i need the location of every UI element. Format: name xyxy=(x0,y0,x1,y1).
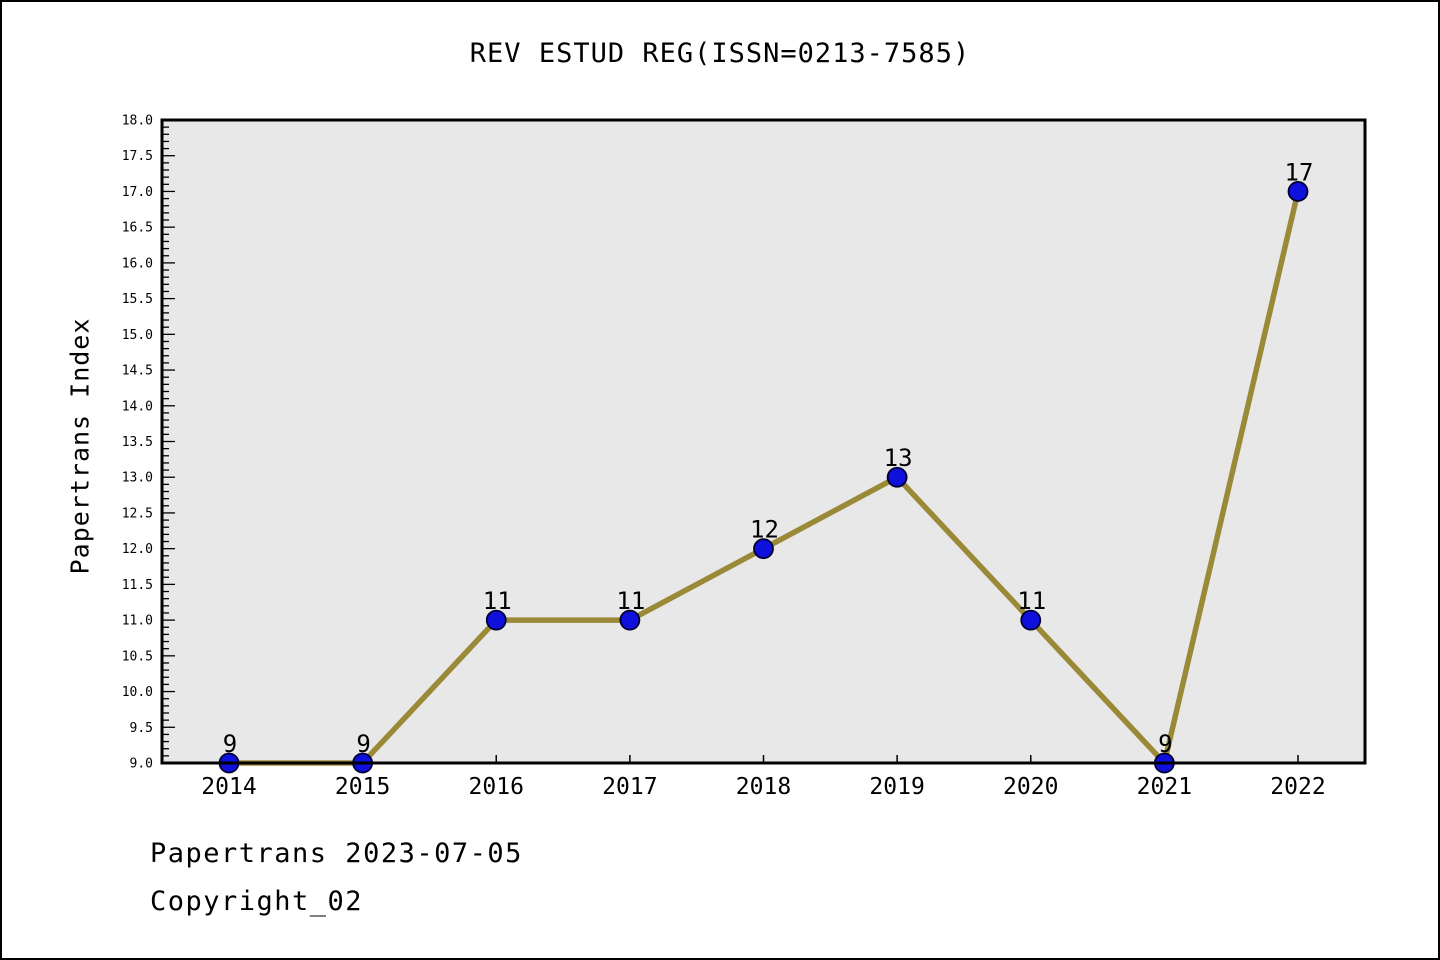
x-tick-label: 2017 xyxy=(602,774,657,800)
y-tick-label: 10.0 xyxy=(122,685,153,700)
y-tick-label: 10.5 xyxy=(122,649,153,664)
x-tick-label: 2014 xyxy=(201,774,256,800)
y-tick-label: 15.5 xyxy=(122,292,153,307)
y-tick-label: 13.0 xyxy=(122,471,153,486)
x-tick-label: 2019 xyxy=(869,774,924,800)
data-point xyxy=(1287,181,1309,202)
data-point-label: 9 xyxy=(223,730,237,758)
line-chart: 9.0 9.5 10.0 10.5 11.0 11.5 12.0 12.5 13.0 13.5 14… xyxy=(122,114,1367,800)
y-tick-label: 16.5 xyxy=(122,221,153,236)
y-tick-label: 14.5 xyxy=(122,364,153,379)
y-tick-label: 11.5 xyxy=(122,578,153,593)
plot-background xyxy=(162,120,1365,763)
data-point-label: 11 xyxy=(1017,587,1046,615)
data-point-label: 9 xyxy=(1158,730,1172,758)
plot-frame xyxy=(160,118,1367,765)
data-point xyxy=(619,609,641,631)
y-axis-title: Papertrans Index xyxy=(65,317,95,575)
y-tick-label: 17.0 xyxy=(122,185,153,200)
y-tick-label: 14.0 xyxy=(122,399,153,414)
data-point xyxy=(886,466,908,488)
y-tick-label: 18.0 xyxy=(122,114,153,129)
y-tick-label: 15.0 xyxy=(122,328,153,343)
data-point xyxy=(753,538,774,560)
x-tick-label: 2018 xyxy=(736,774,791,800)
x-tick-label: 2022 xyxy=(1270,774,1325,800)
y-tick-label: 13.5 xyxy=(122,435,153,450)
x-tick-label: 2021 xyxy=(1137,774,1192,800)
chart-title: REV ESTUD REG(ISSN=0213-7585) xyxy=(469,38,971,69)
data-point xyxy=(485,609,507,631)
data-point-label: 17 xyxy=(1285,158,1314,186)
y-tick-label: 16.0 xyxy=(122,256,153,271)
footer-date: Papertrans 2023-07-05 xyxy=(150,838,523,869)
x-tick-label: 2016 xyxy=(469,774,524,800)
data-point-label: 9 xyxy=(356,730,370,758)
footer-copyright: Copyright_02 xyxy=(150,886,364,917)
y-tick-label: 9.5 xyxy=(130,721,153,736)
y-tick-label: 12.0 xyxy=(122,542,153,557)
data-point-label: 11 xyxy=(616,587,645,615)
data-point-label: 12 xyxy=(750,516,779,544)
y-tick-label: 11.0 xyxy=(122,614,153,629)
y-tick-label: 17.5 xyxy=(122,149,153,164)
data-point xyxy=(1020,609,1042,631)
x-tick-label: 2015 xyxy=(335,774,390,800)
y-tick-label: 9.0 xyxy=(130,757,153,772)
x-tick-label: 2020 xyxy=(1003,774,1058,800)
y-tick-label: 12.5 xyxy=(122,506,153,521)
data-point-label: 13 xyxy=(884,444,913,472)
data-point-label: 11 xyxy=(483,587,512,615)
